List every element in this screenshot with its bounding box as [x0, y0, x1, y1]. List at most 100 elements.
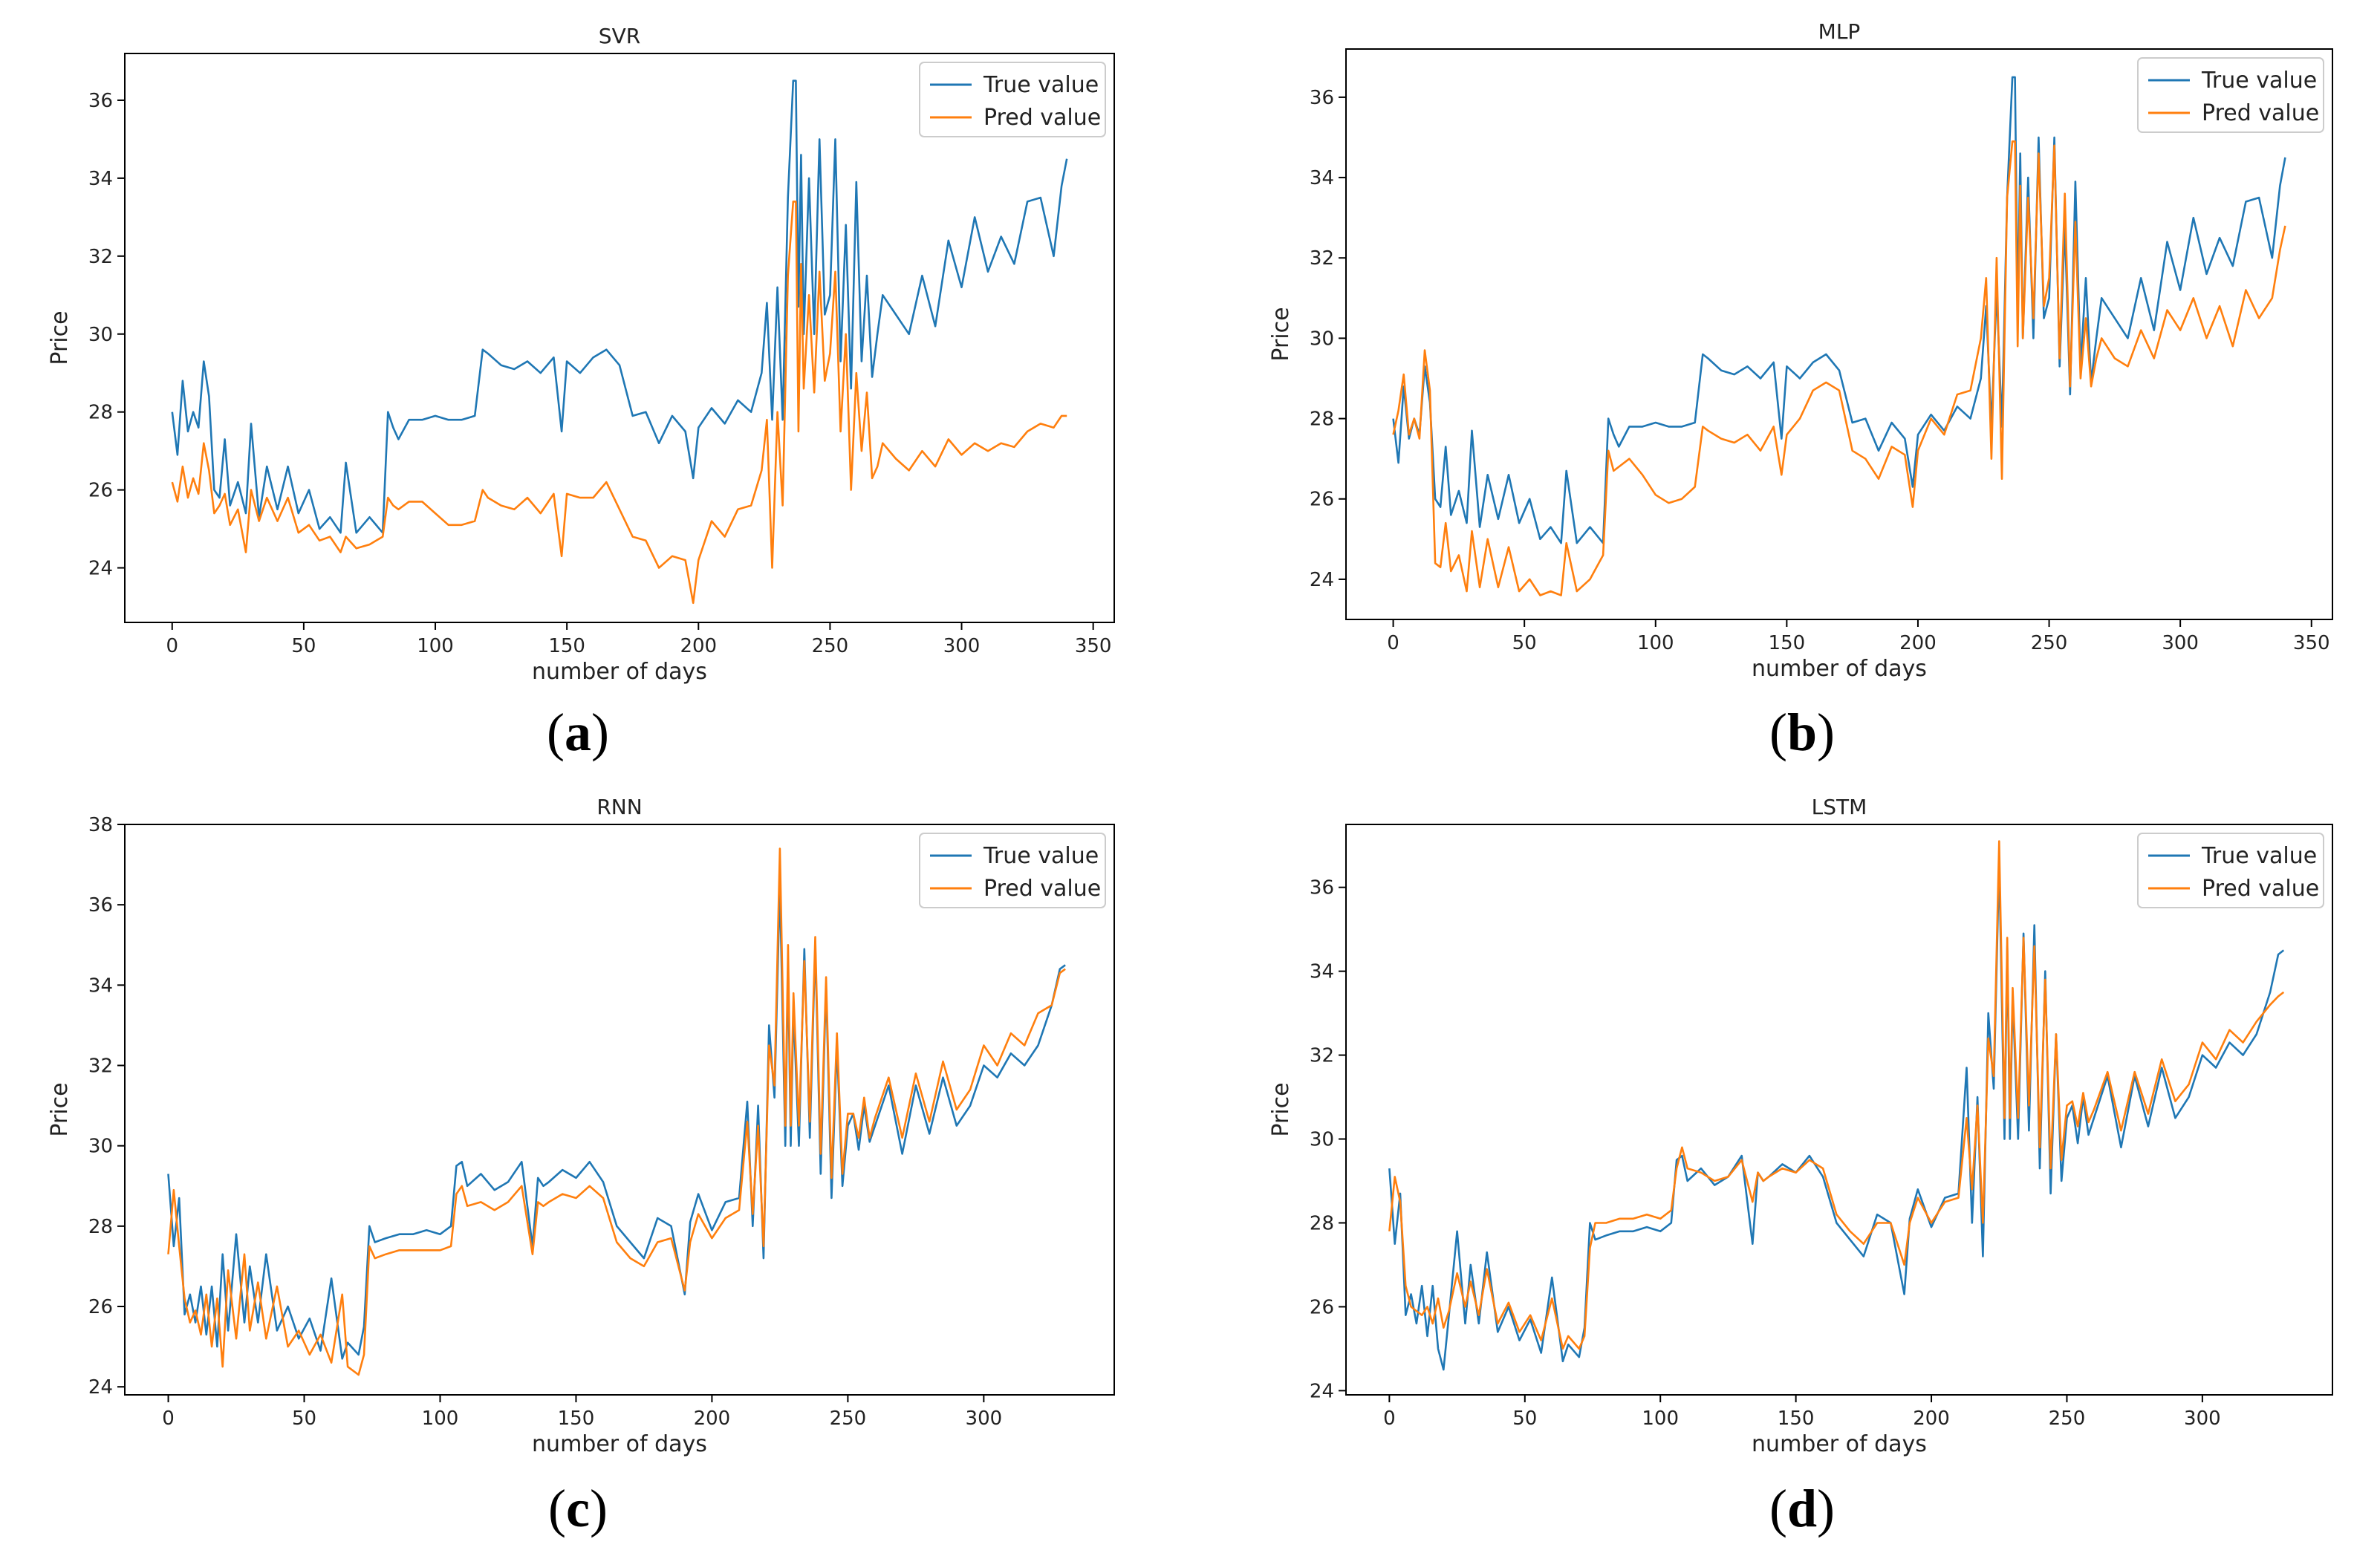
panel-label-b: (b): [1769, 703, 1835, 762]
series-line-pred-value: [171, 201, 1067, 605]
y-tick-label: 24: [88, 1376, 113, 1399]
x-tick-label: 50: [1512, 632, 1537, 654]
legend-label-true-value: True value: [983, 72, 1099, 98]
y-tick-label: 36: [88, 90, 113, 112]
legend-label-pred-value: Pred value: [2202, 876, 2319, 902]
x-tick-label: 250: [830, 1407, 867, 1430]
plot-frame: [124, 53, 1115, 623]
legend: True value Pred value: [2137, 57, 2324, 133]
x-tick-label: 200: [1913, 1407, 1950, 1430]
y-axis-label: Price: [1268, 1082, 1294, 1136]
x-tick-label: 200: [1899, 632, 1937, 654]
x-tick-label: 350: [1075, 635, 1112, 657]
x-tick-label: 150: [1778, 1407, 1815, 1430]
y-tick-label: 32: [88, 1055, 113, 1078]
legend-label-pred-value: Pred value: [2202, 100, 2319, 126]
chart-title: LSTM: [1812, 795, 1867, 819]
x-tick-label: 0: [166, 635, 178, 657]
x-tick-label: 250: [2031, 632, 2068, 654]
x-tick-label: 150: [548, 635, 585, 657]
x-axis-label: number of days: [1752, 1431, 1927, 1457]
panel-label-open-paren: (: [547, 703, 565, 762]
x-tick-label: 300: [966, 1407, 1003, 1430]
x-axis-label: number of days: [532, 659, 707, 685]
series-line-true-value: [171, 79, 1068, 534]
x-tick-label: 100: [1637, 632, 1674, 654]
legend-label-true-value: True value: [983, 843, 1099, 869]
panel-label-close-paren: ): [590, 1479, 608, 1538]
x-tick-label: 200: [680, 635, 717, 657]
chart-title: RNN: [596, 795, 642, 819]
panel-label-letter: b: [1787, 703, 1817, 762]
chart-panel-rnn: RNN 0 50 100 150 200 250 300 24 26 28 30 32 34 36 38 num…: [47, 795, 1115, 1457]
y-tick-label: 26: [1310, 489, 1334, 511]
y-tick-label: 28: [1310, 1212, 1334, 1234]
x-tick-label: 300: [2184, 1407, 2221, 1430]
x-tick-label: 150: [1769, 632, 1806, 654]
y-tick-label: 30: [1310, 328, 1334, 350]
y-tick-label: 36: [88, 894, 113, 917]
legend-label-true-value: True value: [2201, 68, 2317, 94]
x-tick-label: 250: [2049, 1407, 2086, 1430]
x-tick-label: 250: [812, 635, 849, 657]
y-tick-label: 34: [88, 168, 113, 190]
x-tick-label: 200: [694, 1407, 731, 1430]
series-line-true-value: [1388, 861, 2285, 1371]
panel-label-letter: c: [566, 1479, 590, 1538]
x-tick-label: 350: [2293, 632, 2330, 654]
y-tick-label: 26: [88, 1296, 113, 1318]
y-axis-label: Price: [47, 1082, 73, 1136]
legend-label-pred-value: Pred value: [983, 876, 1101, 902]
panel-label-close-paren: ): [591, 703, 609, 762]
legend-label-pred-value: Pred value: [983, 105, 1101, 131]
x-axis-label: number of days: [1752, 656, 1927, 682]
y-tick-label: 28: [88, 402, 113, 424]
y-tick-label: 24: [1310, 1380, 1334, 1402]
y-tick-label: 28: [88, 1216, 113, 1238]
x-axis-label: number of days: [532, 1431, 707, 1457]
panel-label-close-paren: ): [1817, 703, 1835, 762]
panel-label-a: (a): [547, 703, 609, 762]
panel-label-open-paren: (: [1769, 703, 1787, 762]
x-tick-label: 50: [292, 1407, 316, 1430]
x-tick-label: 300: [2162, 632, 2199, 654]
legend: True value Pred value: [919, 833, 1106, 908]
series-line-true-value: [1392, 76, 2286, 544]
y-tick-label: 38: [88, 814, 113, 836]
x-tick-label: 100: [1642, 1407, 1679, 1430]
legend: True value Pred value: [919, 62, 1106, 137]
panel-label-close-paren: ): [1817, 1479, 1835, 1538]
plot-frame: [1345, 824, 2333, 1396]
y-axis-label: Price: [1268, 307, 1294, 361]
chart-panel-svr: SVR 0 50 100 150 200 250 300 350 24 26 28 30 32 34 36 nu…: [47, 24, 1115, 685]
y-tick-label: 34: [1310, 961, 1334, 983]
y-tick-label: 32: [1310, 247, 1334, 270]
y-tick-label: 24: [1310, 569, 1334, 591]
x-tick-label: 50: [291, 635, 316, 657]
x-tick-label: 150: [558, 1407, 595, 1430]
x-tick-label: 300: [943, 635, 981, 657]
y-tick-label: 30: [1310, 1129, 1334, 1151]
plot-frame: [124, 824, 1115, 1396]
panel-label-letter: a: [565, 703, 591, 762]
y-tick-label: 26: [88, 480, 113, 502]
y-tick-label: 32: [88, 246, 113, 268]
y-tick-label: 36: [1310, 877, 1334, 899]
panel-label-d: (d): [1769, 1479, 1835, 1538]
series-line-true-value: [167, 883, 1066, 1360]
y-tick-label: 34: [1310, 167, 1334, 189]
x-tick-label: 100: [422, 1407, 459, 1430]
chart-panel-mlp: MLP 0 50 100 150 200 250 300 350 24 26 28 30 32 34 36 nu…: [1268, 19, 2333, 682]
panel-label-open-paren: (: [548, 1479, 566, 1538]
y-tick-label: 30: [88, 324, 113, 346]
y-tick-label: 28: [1310, 409, 1334, 431]
y-tick-label: 26: [1310, 1296, 1334, 1318]
x-tick-label: 0: [1383, 1407, 1396, 1430]
legend: True value Pred value: [2137, 833, 2324, 908]
x-tick-label: 100: [417, 635, 454, 657]
series-line-pred-value: [1392, 140, 2286, 596]
panel-label-c: (c): [548, 1479, 608, 1538]
series-line-pred-value: [167, 847, 1066, 1376]
x-tick-label: 50: [1512, 1407, 1537, 1430]
